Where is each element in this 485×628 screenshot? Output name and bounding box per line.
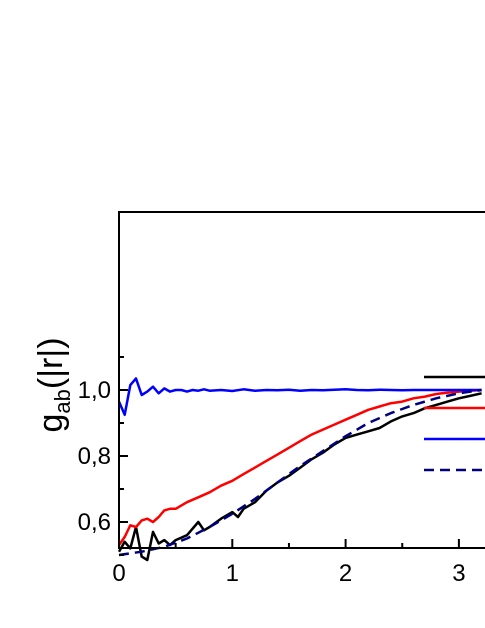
series-line-4 (118, 388, 482, 557)
x-tick-label: 3 (452, 560, 465, 587)
x-tick-label: 1 (226, 560, 239, 587)
series-line-1 (117, 392, 482, 562)
legend (424, 375, 485, 472)
plot-area (117, 377, 482, 562)
plot-frame (118, 211, 485, 549)
x-axis: 0 1 2 3 (112, 539, 466, 587)
x-tick-label: 2 (339, 560, 352, 587)
y-tick-label: 1,0 (78, 377, 111, 404)
series-line-2 (117, 388, 482, 546)
y-axis-title-main: g (32, 414, 70, 433)
y-axis: 0,6 0,8 1,0 (78, 356, 128, 556)
y-axis-title-rest: (|r|) (32, 337, 70, 389)
y-axis-title: gab(|r|) (32, 337, 75, 432)
y-tick-label: 0,8 (78, 443, 111, 470)
y-tick-label: 0,6 (78, 509, 111, 536)
y-axis-title-sub: ab (50, 389, 75, 413)
series-line-3 (117, 377, 482, 417)
x-tick-label: 0 (112, 560, 125, 587)
